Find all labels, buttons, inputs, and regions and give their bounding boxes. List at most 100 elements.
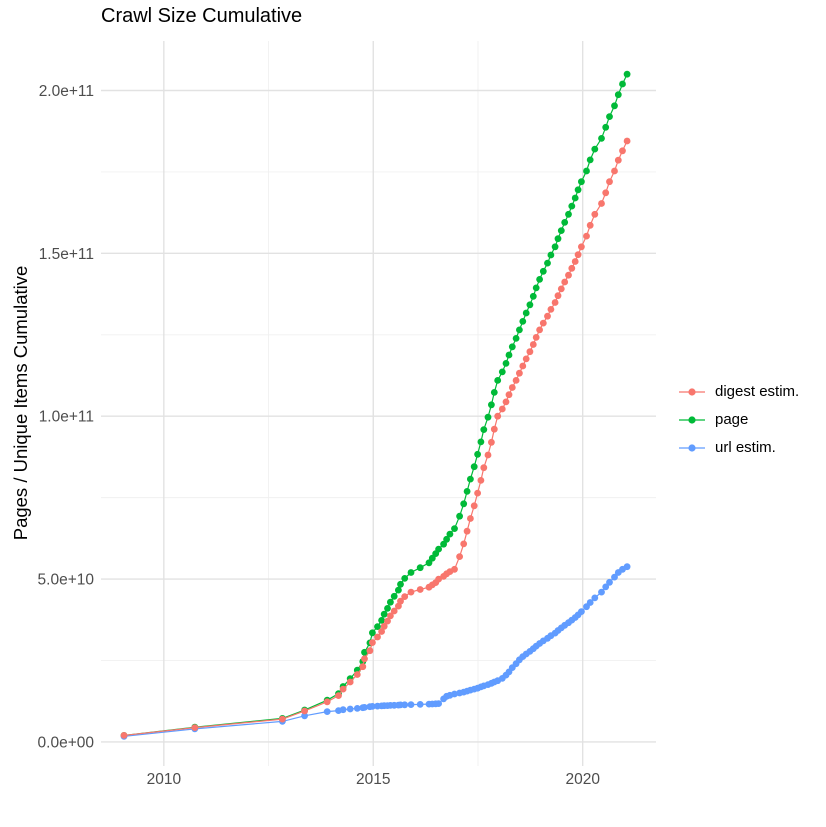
- series-page-point: [440, 540, 447, 548]
- series-digest-estim-point: [571, 258, 579, 265]
- series-url-estim-point: [361, 704, 368, 711]
- series-page-point: [395, 586, 402, 594]
- series-page-point: [397, 580, 404, 588]
- y-tick-label: 1.0e+11: [39, 409, 94, 426]
- series-page-point: [416, 564, 424, 572]
- series-page-point: [456, 512, 463, 520]
- series-page-point: [369, 629, 376, 637]
- x-tick-label: 2010: [147, 771, 182, 788]
- series-digest-estim-point: [554, 292, 562, 300]
- series-digest-estim-point: [591, 210, 599, 218]
- series-page-point: [494, 377, 502, 384]
- series-page-point: [591, 145, 599, 153]
- series-url-estim-point: [401, 701, 409, 709]
- series-digest-estim-point: [451, 565, 458, 573]
- series-digest-estim-point: [529, 341, 537, 348]
- series-page-point: [435, 545, 442, 553]
- series-digest-estim-point: [505, 391, 513, 399]
- series-url-estim-line: [123, 566, 628, 737]
- series-digest-estim-point: [484, 451, 492, 459]
- series-page-point: [574, 186, 582, 194]
- series-digest-estim-point: [508, 384, 516, 391]
- x-tick-label: 2015: [356, 771, 390, 788]
- series-digest-estim-point: [512, 377, 520, 384]
- series-digest-estim-point: [516, 369, 523, 377]
- series-page-point: [522, 309, 530, 317]
- series-digest-estim-point: [586, 221, 594, 229]
- series-url-estim-point: [416, 701, 424, 708]
- series-page-point: [554, 235, 562, 243]
- series-url-estim-point: [602, 583, 610, 591]
- series-digest-estim-point: [526, 348, 534, 356]
- series-digest-estim-point: [335, 692, 342, 699]
- series-digest-estim-point: [279, 715, 286, 723]
- series-digest-estim-point: [369, 639, 376, 646]
- series-digest-estim-point: [536, 326, 543, 334]
- series-page-point: [536, 276, 543, 283]
- series-page-point: [519, 318, 527, 325]
- series-url-estim-point: [591, 594, 599, 602]
- series-digest-estim-point: [120, 732, 128, 739]
- legend-key-dot: [688, 415, 696, 424]
- series-digest-estim-point: [551, 299, 559, 306]
- series-page-point: [508, 343, 516, 351]
- legend-key-digest: [679, 387, 705, 396]
- series-digest-estim-point: [519, 362, 527, 370]
- series-url-estim-point: [435, 700, 442, 707]
- series-digest-estim-point: [323, 698, 331, 706]
- legend-key-dot: [688, 387, 696, 396]
- series-page-point: [480, 426, 488, 433]
- series-digest-estim-point: [547, 306, 555, 313]
- series-digest-estim-point: [460, 540, 468, 548]
- series-url-estim-point: [323, 708, 331, 715]
- series-page-point: [565, 210, 572, 218]
- x-tick-label: 2020: [565, 771, 600, 788]
- series-page-point: [614, 91, 622, 99]
- series-page-point: [451, 525, 458, 532]
- series-digest-estim-point: [463, 527, 471, 535]
- series-page-point: [561, 219, 569, 226]
- series-digest-estim-point: [477, 477, 485, 484]
- series-page-point: [384, 605, 391, 612]
- series-digest-estim-point: [191, 724, 199, 731]
- series-page-point: [490, 389, 498, 396]
- series-page-point: [619, 80, 626, 88]
- legend-label: page: [715, 411, 749, 428]
- series-page-point: [568, 202, 576, 210]
- series-digest-estim-point: [583, 232, 590, 240]
- series-digest-estim-point: [416, 586, 424, 593]
- series-digest-estim-point: [557, 285, 565, 293]
- series-url-estim-point: [598, 588, 605, 596]
- series-page-point: [470, 463, 478, 471]
- series-digest-estim-point: [539, 319, 547, 327]
- series-url-estim-point: [407, 701, 415, 708]
- series-page-point: [583, 167, 590, 175]
- series-url-estim-point: [606, 578, 613, 586]
- series-digest-estim-point: [346, 678, 354, 686]
- legend-key-url: [679, 443, 705, 452]
- series-url-estim-point: [611, 573, 618, 581]
- legend-label: digest estim.: [715, 383, 800, 400]
- series-digest-estim-point: [435, 575, 442, 583]
- series-page-point: [512, 335, 520, 342]
- y-tick-label: 0.0e+00: [38, 734, 95, 751]
- series-digest-estim-point: [407, 588, 415, 596]
- legend-key-page: [679, 415, 705, 424]
- series-digest-estim-point: [378, 628, 385, 635]
- series-digest-estim-point: [498, 405, 506, 413]
- series-digest-estim-point: [578, 243, 585, 251]
- series-digest-estim-point: [606, 178, 613, 186]
- series-digest-estim-point: [390, 607, 398, 615]
- series-page-point: [390, 592, 398, 600]
- series-page-point: [602, 123, 610, 131]
- series-page-point: [463, 488, 471, 495]
- y-tick-label: 2.0e+11: [39, 83, 94, 100]
- legend: digest estim. page url estim.: [678, 381, 799, 458]
- series-page-point: [374, 623, 381, 630]
- series-digest-estim-point: [602, 189, 610, 197]
- series-digest-estim-point: [614, 156, 622, 164]
- legend-label: url estim.: [715, 439, 776, 456]
- series-page-point: [484, 413, 492, 421]
- series-url-estim-point: [369, 703, 376, 710]
